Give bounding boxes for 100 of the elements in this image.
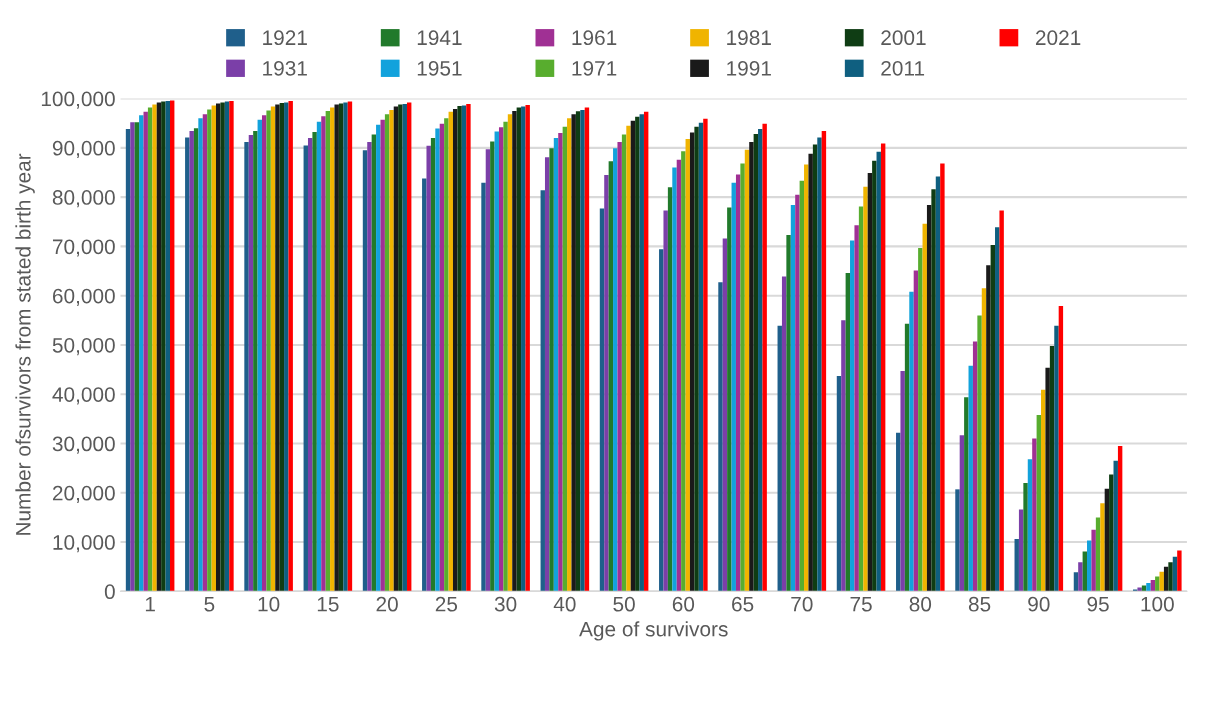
bar bbox=[284, 102, 289, 592]
bar bbox=[266, 110, 271, 592]
bar bbox=[995, 227, 1000, 592]
bar bbox=[744, 149, 750, 592]
bar bbox=[185, 137, 190, 592]
bar bbox=[1014, 539, 1019, 592]
bar bbox=[762, 123, 767, 592]
bar bbox=[1078, 562, 1083, 592]
bar bbox=[836, 376, 842, 592]
bar bbox=[558, 133, 563, 592]
bar bbox=[430, 137, 436, 592]
bar bbox=[935, 176, 941, 592]
x-tick-label: 85 bbox=[968, 596, 991, 612]
bar bbox=[999, 210, 1004, 592]
bar bbox=[334, 104, 339, 592]
bar bbox=[977, 315, 982, 592]
bar bbox=[1082, 551, 1088, 592]
bar bbox=[599, 208, 605, 592]
bar bbox=[161, 101, 166, 592]
bar bbox=[444, 118, 449, 592]
x-tick-label: 95 bbox=[1087, 596, 1109, 612]
bar bbox=[549, 148, 554, 592]
y-tick-label: 30,000 bbox=[52, 436, 115, 454]
x-tick-label: 1 bbox=[145, 596, 155, 612]
bar bbox=[402, 103, 407, 592]
bar bbox=[621, 134, 627, 592]
bar bbox=[540, 190, 545, 592]
bar bbox=[1018, 509, 1024, 592]
bar bbox=[567, 118, 572, 592]
legend-label: 1941 bbox=[417, 30, 462, 46]
bar bbox=[220, 102, 225, 592]
bar bbox=[858, 206, 864, 592]
bar bbox=[1141, 585, 1147, 592]
bar bbox=[880, 143, 886, 592]
y-tick-label: 90,000 bbox=[52, 140, 115, 159]
bar bbox=[1058, 306, 1064, 592]
bar bbox=[1155, 576, 1160, 592]
x-tick-label: 75 bbox=[850, 596, 872, 612]
bar bbox=[959, 435, 965, 592]
bar bbox=[630, 120, 636, 592]
bar bbox=[1109, 474, 1114, 592]
bar bbox=[731, 182, 736, 592]
bar bbox=[722, 238, 728, 592]
bar bbox=[845, 273, 851, 592]
bar bbox=[740, 163, 745, 592]
bar bbox=[321, 116, 326, 592]
x-tick-label: 20 bbox=[376, 596, 398, 612]
bar bbox=[134, 122, 140, 592]
bar bbox=[1027, 459, 1033, 592]
bar bbox=[727, 207, 732, 592]
bar bbox=[362, 150, 368, 592]
bar bbox=[485, 149, 491, 592]
bar bbox=[193, 128, 199, 592]
legend-label: 1981 bbox=[727, 30, 771, 46]
bar bbox=[1041, 389, 1046, 592]
x-tick-label: 50 bbox=[613, 596, 635, 612]
bar bbox=[955, 489, 960, 592]
bar bbox=[799, 180, 805, 592]
bar bbox=[371, 134, 377, 592]
bar bbox=[808, 153, 813, 592]
bar bbox=[253, 131, 258, 592]
bar bbox=[635, 116, 640, 592]
bar bbox=[876, 151, 881, 592]
bar bbox=[795, 194, 800, 592]
bar bbox=[224, 101, 230, 592]
bar bbox=[507, 114, 513, 592]
bar bbox=[694, 126, 699, 592]
bar bbox=[604, 174, 609, 592]
bar bbox=[913, 270, 919, 592]
x-tick-label: 5 bbox=[204, 596, 215, 612]
bar bbox=[384, 114, 390, 592]
bar bbox=[544, 157, 550, 592]
bar bbox=[749, 141, 754, 592]
y-tick-label: 40,000 bbox=[52, 387, 115, 405]
bar bbox=[986, 265, 991, 592]
bar bbox=[367, 141, 372, 592]
bar bbox=[672, 167, 677, 592]
legend-label: 1991 bbox=[727, 60, 771, 76]
bar bbox=[330, 107, 335, 592]
legend-label: 2021 bbox=[1035, 30, 1081, 46]
x-tick-label: 65 bbox=[732, 596, 754, 612]
y-tick-label: 70,000 bbox=[52, 239, 115, 257]
bar bbox=[786, 235, 791, 592]
bar bbox=[659, 249, 664, 592]
bar bbox=[918, 247, 923, 592]
x-tick-label: 10 bbox=[258, 596, 280, 612]
bar bbox=[248, 135, 254, 592]
bar bbox=[125, 129, 131, 592]
x-tick-label: 70 bbox=[791, 596, 813, 612]
bar bbox=[685, 138, 690, 592]
bar bbox=[215, 103, 221, 592]
bar bbox=[817, 137, 822, 592]
bar bbox=[466, 103, 471, 592]
bar bbox=[968, 365, 973, 592]
y-tick-label: 100,000 bbox=[41, 91, 115, 109]
bar bbox=[516, 107, 522, 592]
bar bbox=[143, 111, 148, 592]
bar bbox=[863, 186, 868, 592]
bar bbox=[279, 103, 285, 592]
bar bbox=[1100, 503, 1105, 592]
